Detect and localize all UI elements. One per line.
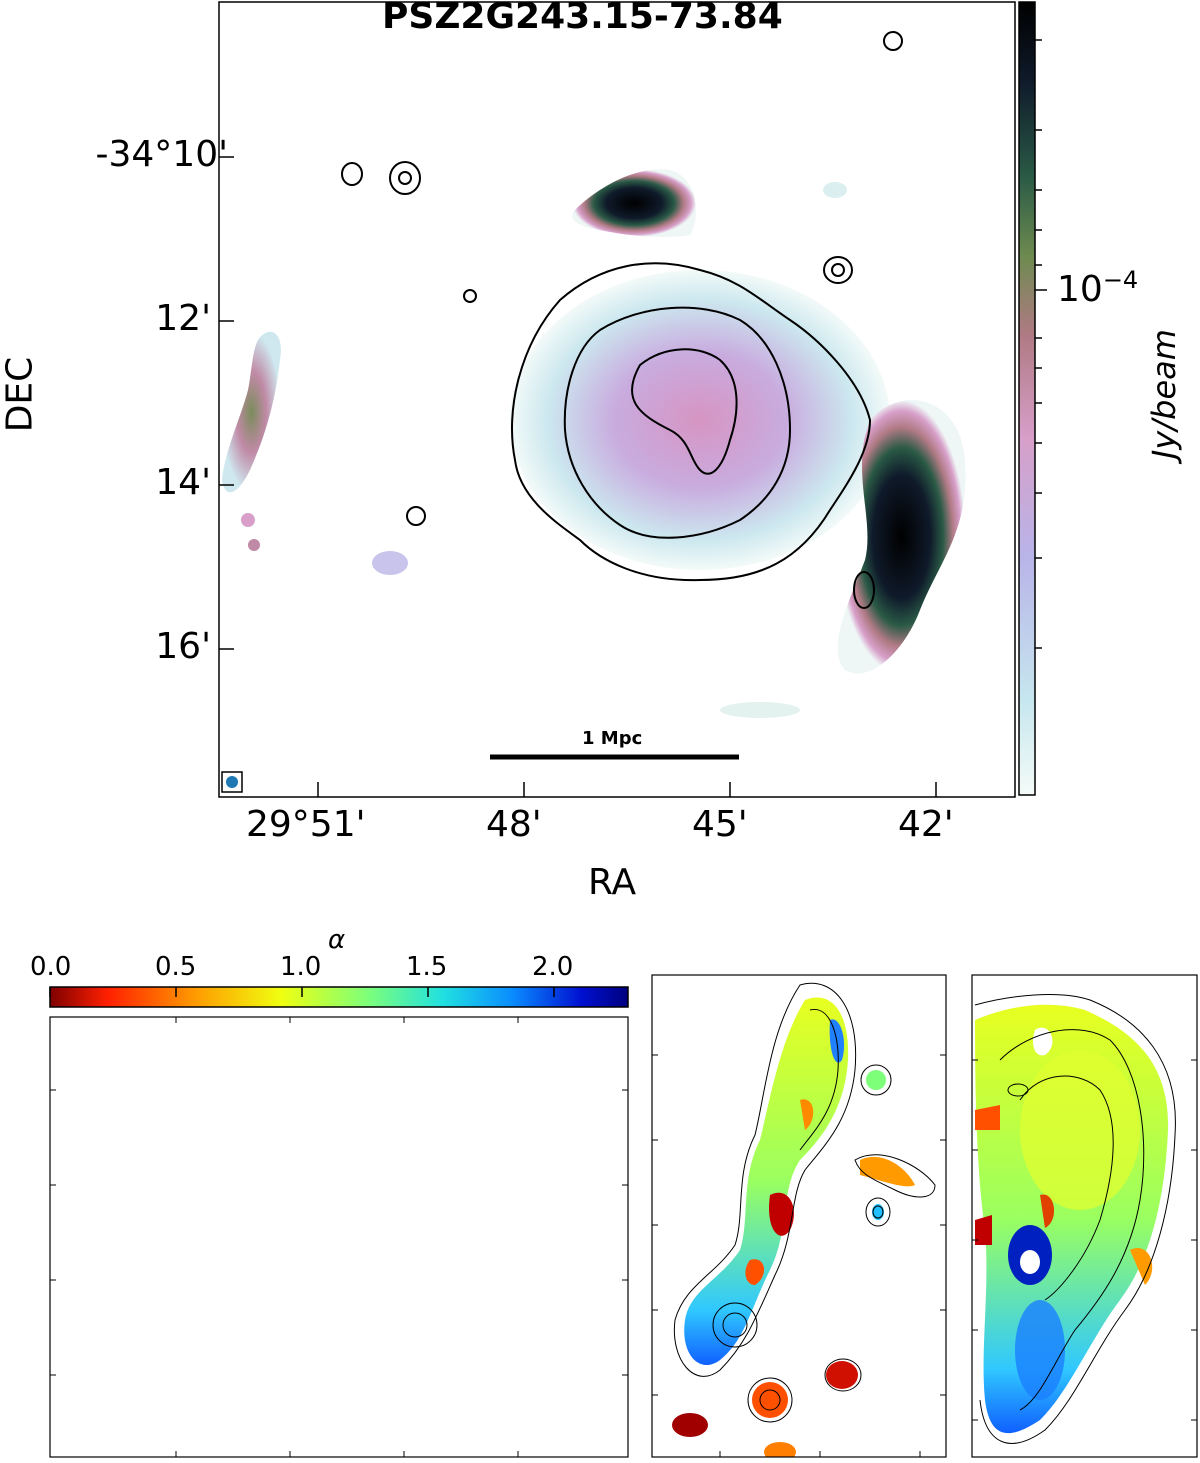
colorbar-label: Jy/beam [1145,329,1183,459]
radio-image-frame [218,1,1016,798]
radio-faint-patch-3 [823,182,847,198]
alpha-map-source-ticks [972,1059,1197,1421]
radio-halo-emission [510,270,890,570]
alpha-map-relic [672,982,936,1457]
radio-relic-west [222,331,281,493]
xtick-label-3: 45' [692,804,748,845]
x-axis-label: RA [588,862,637,903]
alpha-relic-region [684,997,849,1366]
radio-source-north [572,169,696,238]
alpha-tick-label-3: 1.0 [280,952,322,982]
ytick-label-3: 14' [155,462,211,503]
x-ray-contours [341,31,903,609]
alpha-map-relic-ticks [652,1054,946,1457]
ytick-label-2: 12' [155,298,211,339]
alpha-colorbar-label: α [328,925,346,955]
radio-colorbar [1018,1,1036,796]
alpha-tick-label-2: 0.5 [155,952,197,982]
colorbar-tick-exp: −4 [1102,266,1139,294]
radio-image-panel [221,31,966,793]
xtick-label-4: 42' [898,804,954,845]
xtick-label-2: 48' [486,804,542,845]
beam-ellipse [226,776,238,788]
ytick-label-1: -34°10' [95,134,228,175]
alpha-colorbar-ticks [49,987,555,997]
alpha-colorbar [49,986,629,1008]
alpha-tick-label-1: 0.0 [30,952,72,982]
radio-faint-patch [372,551,408,575]
alpha-tick-label-5: 2.0 [532,952,574,982]
colorbar-tick-label: 10−4 [1057,266,1138,310]
radio-image-ticks [219,156,937,797]
ytick-label-4: 16' [155,626,211,667]
alpha-map-source-frame [971,974,1198,1458]
xtick-label-1: 29°51' [246,804,366,845]
alpha-map-halo-ticks [50,1017,628,1457]
y-axis-label: DEC [0,356,41,433]
alpha-map-relic-frame [651,974,947,1458]
scale-bar-label: 1 Mpc [582,728,643,749]
radio-compact-2 [248,539,260,551]
colorbar-tick-base: 10 [1057,269,1103,310]
alpha-map-source [974,994,1176,1444]
alpha-map-halo-frame [49,1016,629,1458]
radio-colorbar-ticks [1035,39,1047,649]
radio-faint-patch-2 [720,702,800,718]
chart-title: PSZ2G243.15-73.84 [382,0,783,37]
alpha-tick-label-4: 1.5 [406,952,448,982]
radio-compact-1 [241,513,255,527]
